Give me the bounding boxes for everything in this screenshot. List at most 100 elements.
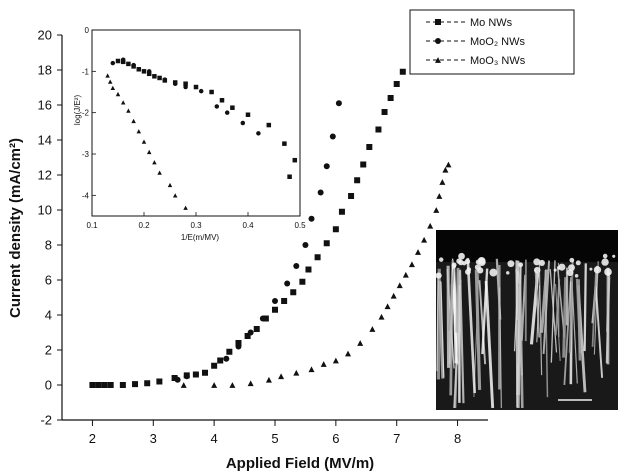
main-series-1-point bbox=[387, 95, 394, 101]
main-x-tick-label: 4 bbox=[211, 431, 218, 446]
inset-plot: -4 -3 -2 -1 0 0.1 0.2 0.3 0.4 0.5 1/E(m/MV) log(… bbox=[73, 26, 306, 242]
inset-series-3-point bbox=[126, 108, 131, 113]
main-series-1-point bbox=[399, 68, 406, 75]
main-y-tick-label: 2 bbox=[45, 343, 52, 358]
main-y-tick-label: 0 bbox=[45, 378, 52, 393]
inset-y-tick-label: -3 bbox=[82, 150, 90, 159]
inset-series-1-point bbox=[183, 81, 188, 86]
main-plot: -2 0 2 4 6 8 10 12 14 16 18 20 2 3 4 5 6 7 8 Applied Fiel… bbox=[7, 28, 488, 471]
main-series-3-point bbox=[278, 373, 285, 380]
main-series-2-point bbox=[223, 355, 230, 362]
main-y-tick-label: 20 bbox=[38, 28, 52, 43]
main-y-tick-label: 18 bbox=[38, 63, 52, 78]
main-y-tick-label: 16 bbox=[38, 98, 52, 113]
main-series-1-point bbox=[299, 278, 306, 285]
inset-series-1-point bbox=[152, 74, 157, 79]
main-series-3-point bbox=[415, 249, 422, 255]
main-series-1-point bbox=[119, 382, 126, 388]
inset-x-tick-label: 0.4 bbox=[242, 221, 254, 230]
main-series-1-point bbox=[202, 369, 209, 376]
main-series-3-point bbox=[396, 282, 403, 289]
legend-label-3: MoO₃ NWs bbox=[470, 55, 526, 67]
inset-series-1-point bbox=[292, 157, 298, 163]
inset-series-2-point bbox=[224, 110, 230, 115]
inset-series-2-point bbox=[256, 131, 261, 136]
main-series-3-point bbox=[436, 193, 443, 199]
inset-y-tick-label: -2 bbox=[82, 109, 90, 118]
main-series-3-point bbox=[332, 357, 339, 364]
legend-marker-1 bbox=[435, 19, 441, 25]
main-series-1-point bbox=[338, 208, 345, 215]
inset-series-1-point bbox=[141, 69, 147, 74]
main-series-1-point bbox=[171, 375, 178, 381]
main-series-2-point bbox=[235, 343, 242, 350]
main-y-tick-label: -2 bbox=[40, 413, 52, 428]
inset-series-1-point bbox=[209, 89, 214, 95]
main-series-1-point bbox=[235, 340, 242, 346]
main-series-3-point bbox=[408, 261, 415, 268]
main-series-1-point bbox=[226, 348, 233, 355]
main-x-tick-label: 2 bbox=[89, 431, 96, 446]
inset-y-tick-label: 0 bbox=[85, 26, 90, 35]
inset-series-1-point bbox=[136, 67, 142, 72]
main-y-tick-label: 14 bbox=[38, 133, 52, 148]
inset-y-label: log(J/E²) bbox=[73, 95, 82, 126]
main-series-1-point bbox=[375, 126, 382, 133]
main-x-label: Applied Field (MV/m) bbox=[226, 455, 374, 471]
main-series-3-point bbox=[369, 326, 376, 332]
main-series-3-point bbox=[445, 161, 452, 168]
inset-x-tick-label: 0.5 bbox=[294, 221, 306, 230]
main-y-tick-label: 10 bbox=[38, 203, 52, 218]
main-series-1-point bbox=[272, 306, 278, 313]
main-y-label: Current density (mA/cm²) bbox=[7, 138, 24, 318]
inset-series-3-point bbox=[152, 160, 157, 165]
main-series-1-point bbox=[244, 333, 251, 339]
main-series-3-point bbox=[180, 382, 187, 388]
main-series-1-point bbox=[323, 240, 330, 247]
main-series-3-point bbox=[427, 222, 434, 229]
main-series-2-point bbox=[247, 329, 254, 336]
inset-series-1-point bbox=[146, 71, 152, 77]
main-series-1-point bbox=[290, 289, 297, 296]
inset-series-1-point bbox=[282, 141, 287, 146]
main-series-3-point bbox=[229, 382, 236, 388]
inset-x-tick-label: 0.3 bbox=[190, 221, 202, 230]
main-series-2-point bbox=[329, 133, 336, 140]
main-series-3-point bbox=[308, 366, 315, 373]
main-series-1-point bbox=[211, 362, 218, 369]
inset-series-3-point bbox=[157, 170, 162, 175]
main-series-1-point bbox=[262, 315, 269, 322]
main-series-1-point bbox=[156, 378, 163, 385]
inset-y-tick-label: -4 bbox=[82, 191, 90, 200]
main-x-tick-label: 3 bbox=[150, 431, 157, 446]
inset-frame bbox=[91, 29, 301, 217]
main-series-2-point bbox=[335, 100, 342, 107]
main-series-2-point bbox=[293, 263, 300, 269]
main-series-1-point bbox=[253, 326, 260, 332]
main-series-2-point bbox=[192, 371, 199, 378]
inset-series-1-point bbox=[115, 58, 121, 64]
main-y-tick-label: 8 bbox=[45, 238, 52, 253]
main-x-tick-label: 8 bbox=[454, 431, 461, 446]
main-x-tick-label: 5 bbox=[271, 431, 278, 446]
inset-series-3-point bbox=[110, 85, 116, 91]
legend-label-2: MoO₂ NWs bbox=[470, 36, 525, 48]
inset-y-tick-label: -1 bbox=[82, 67, 90, 76]
inset-series-1-point bbox=[126, 61, 131, 67]
main-series-1-point bbox=[217, 357, 224, 364]
main-series-3-point bbox=[320, 361, 327, 367]
main-series-3-point bbox=[211, 382, 218, 388]
main-series-1-point bbox=[89, 382, 96, 388]
inset-series-3-point bbox=[120, 100, 126, 105]
main-series-1-point bbox=[95, 382, 102, 388]
inset-series-2-point bbox=[110, 60, 116, 66]
inset-series-2-point bbox=[214, 104, 220, 109]
main-series-1-point bbox=[360, 161, 367, 168]
inset-series-2-point bbox=[240, 120, 246, 126]
main-series-1-point bbox=[101, 382, 108, 388]
inset-series-3-point bbox=[172, 193, 178, 198]
inset-series-1-point bbox=[245, 112, 251, 117]
inset-series-1-point bbox=[266, 122, 272, 128]
main-series-1-point bbox=[381, 109, 388, 115]
